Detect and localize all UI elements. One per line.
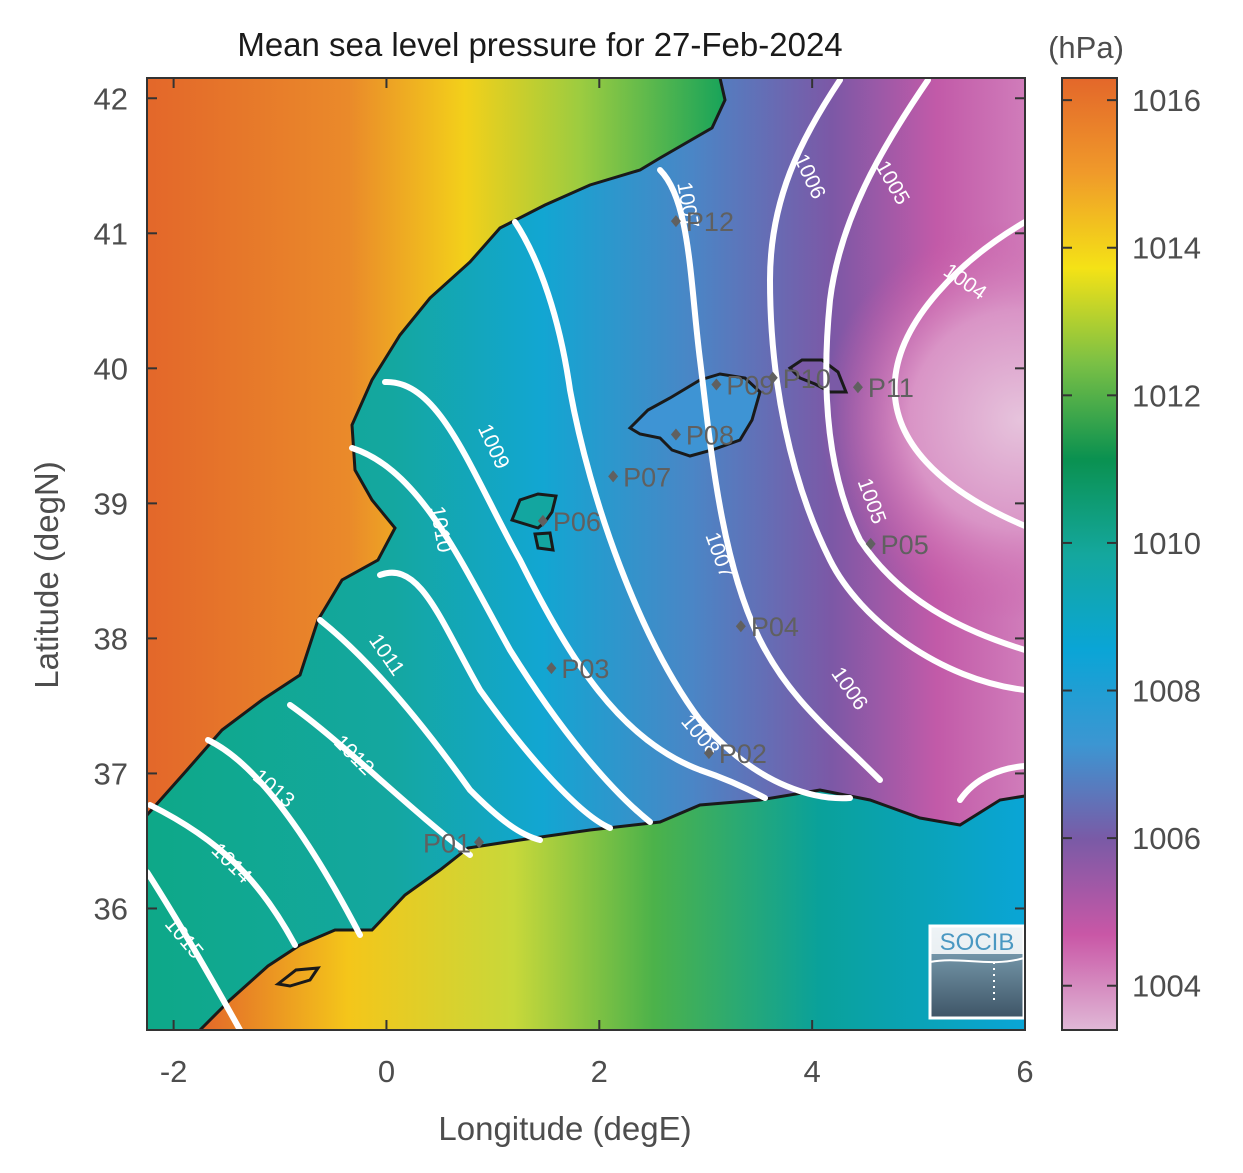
station-p07[interactable]: P07: [608, 462, 671, 492]
colorbar-tick-label: 1010: [1132, 526, 1201, 561]
stations-layer: P01 P02 P03 P04 P05 P06 P07 P08 P09 P10 P11 P12: [423, 207, 929, 858]
logo-text: SOCIB: [940, 929, 1015, 956]
station-p02[interactable]: P02: [703, 739, 767, 769]
colorbar: (hPa) 1016 1014 1012 1010 1008 1006 1004: [1048, 30, 1201, 1031]
iberian-land: [147, 78, 725, 815]
station-marker-icon: [852, 381, 863, 394]
station-label: P01: [423, 828, 471, 858]
socib-logo: SOCIB: [928, 924, 1025, 1020]
station-label: P09: [726, 371, 774, 401]
station-label: P11: [868, 373, 914, 403]
x-tick-label: 2: [591, 1054, 608, 1089]
station-marker-icon: [735, 620, 746, 633]
isobars: [147, 78, 1025, 1030]
x-axis: -2 0 2 4 6: [160, 78, 1034, 1089]
station-marker-icon: [537, 514, 548, 527]
y-tick-label: 40: [94, 351, 128, 386]
station-label: P06: [553, 507, 601, 537]
colorbar-tick-label: 1014: [1132, 231, 1201, 266]
colorbar-tick-label: 1004: [1132, 969, 1201, 1004]
station-p12[interactable]: P12: [670, 207, 734, 237]
y-tick-label: 38: [94, 621, 128, 656]
station-label: P03: [561, 654, 609, 684]
station-p03[interactable]: P03: [546, 654, 609, 684]
station-marker-icon: [608, 470, 619, 483]
island-mallorca: [630, 374, 760, 456]
y-tick-label: 42: [94, 81, 128, 116]
station-label: P04: [751, 612, 799, 642]
station-label: P05: [881, 530, 929, 560]
station-p06[interactable]: P06: [537, 507, 601, 537]
colorbar-unit: (hPa): [1048, 30, 1124, 65]
colorbar-tick-label: 1006: [1132, 821, 1201, 856]
colorbar-tick-label: 1016: [1132, 83, 1201, 118]
station-label: P07: [623, 462, 671, 492]
x-tick-label: 4: [804, 1054, 821, 1089]
y-tick-label: 37: [94, 756, 128, 791]
colorbar-ticks: 1016 1014 1012 1010 1008 1006 1004: [1062, 83, 1201, 1004]
station-p10[interactable]: P10: [767, 364, 831, 394]
x-axis-label: Longitude (degE): [438, 1110, 691, 1147]
y-axis-label: Latitude (degN): [28, 461, 65, 688]
station-marker-icon: [670, 215, 681, 228]
station-label: P08: [686, 420, 734, 450]
station-label: P02: [719, 739, 767, 769]
y-tick-label: 39: [94, 486, 128, 521]
station-marker-icon: [546, 662, 557, 675]
y-tick-label: 36: [94, 891, 128, 926]
station-p05[interactable]: P05: [865, 530, 929, 560]
station-p11[interactable]: P11: [852, 373, 914, 403]
low-pressure-center: [820, 220, 1025, 620]
station-p08[interactable]: P08: [670, 420, 734, 450]
x-tick-label: 0: [378, 1054, 395, 1089]
plot-frame: [146, 77, 1026, 1031]
station-label: P12: [686, 207, 734, 237]
station-marker-icon: [711, 378, 722, 391]
station-marker-icon: [474, 836, 485, 849]
chart-title: Mean sea level pressure for 27-Feb-2024: [237, 26, 842, 63]
station-label: P10: [783, 364, 831, 394]
station-p09[interactable]: P09: [711, 371, 774, 401]
station-marker-icon: [767, 371, 778, 384]
station-marker-icon: [703, 747, 714, 760]
station-marker-icon: [865, 537, 876, 550]
colorbar-tick-label: 1008: [1132, 674, 1201, 709]
african-land: [200, 790, 1025, 1030]
station-marker-icon: [670, 428, 681, 441]
colorbar-tick-label: 1012: [1132, 378, 1201, 413]
x-tick-label: -2: [160, 1054, 188, 1089]
x-tick-label: 6: [1016, 1054, 1033, 1089]
y-axis: 42 41 40 39 38 37 36: [94, 81, 1025, 926]
island-formentera: [535, 533, 553, 550]
station-p01[interactable]: P01: [423, 828, 485, 858]
station-p04[interactable]: P04: [735, 612, 799, 642]
coastlines: [147, 78, 1025, 1030]
y-tick-label: 41: [94, 216, 128, 251]
colorbar-gradient: [1061, 77, 1118, 1031]
map-area: 1015101410131012101110101009100810071007…: [147, 78, 1025, 1030]
